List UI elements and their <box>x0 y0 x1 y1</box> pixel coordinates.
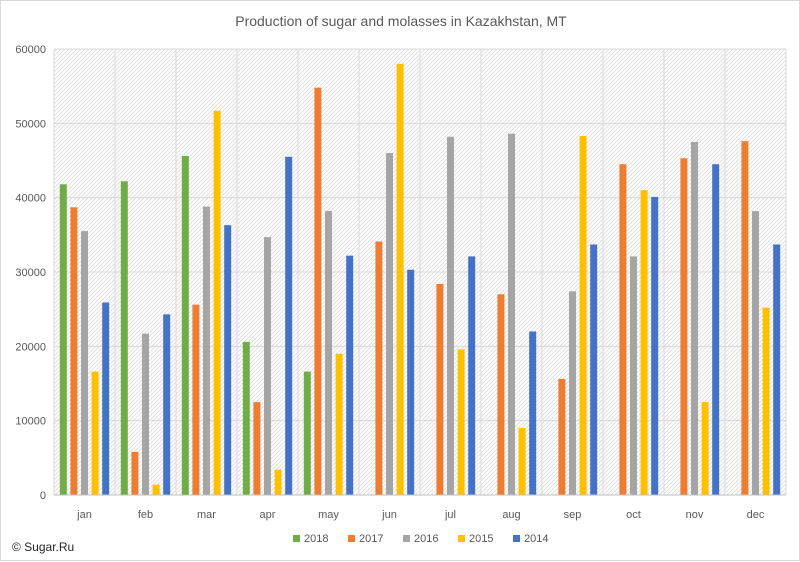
bar-2015-nov <box>701 402 709 495</box>
bar-2017-oct <box>619 164 627 495</box>
bar-2016-jul <box>447 136 454 496</box>
y-tick-label: 40000 <box>15 193 46 205</box>
x-tick-label: jul <box>444 509 456 521</box>
bar-2017-dec <box>741 141 749 495</box>
bar-2016-oct <box>630 256 637 495</box>
y-axis: 0 10000 20000 30000 40000 50000 60000 <box>15 44 46 502</box>
bar-2018-may <box>303 371 311 495</box>
bar-2015-oct <box>640 190 648 495</box>
bar-2015-dec <box>762 307 770 495</box>
bar-2016-apr <box>264 237 271 495</box>
bar-2017-jan <box>70 207 78 495</box>
bar-2015-may <box>335 353 343 495</box>
x-tick-label: jun <box>381 509 397 521</box>
x-tick-label: feb <box>138 509 153 521</box>
chart-title: Production of sugar and molasses in Kaza… <box>235 13 567 29</box>
legend-label-2016: 2016 <box>414 533 438 545</box>
bar-2015-mar <box>213 110 221 496</box>
bar-2014-oct <box>651 196 659 495</box>
y-tick-label: 60000 <box>15 44 46 56</box>
bar-2014-feb <box>163 314 171 495</box>
x-axis: jan feb mar apr may jun jul aug sep oct nov dec <box>54 494 786 521</box>
bar-2015-sep <box>579 135 587 495</box>
bar-2017-nov <box>680 158 688 495</box>
bar-2015-jun <box>396 63 404 495</box>
legend-swatch-2018 <box>293 535 300 542</box>
bar-2016-dec <box>752 211 759 495</box>
legend-swatch-2015 <box>458 535 465 542</box>
legend: 2018 2017 2016 2015 2014 <box>293 533 548 545</box>
bar-2018-apr <box>242 341 250 495</box>
bar-2015-apr <box>274 469 282 495</box>
x-tick-label: sep <box>564 509 582 521</box>
x-tick-label: nov <box>686 509 704 521</box>
bar-2017-aug <box>497 294 505 495</box>
bar-2015-jul <box>457 349 465 495</box>
bar-2014-jun <box>407 269 415 495</box>
legend-label-2015: 2015 <box>469 533 493 545</box>
x-tick-label: dec <box>747 509 765 521</box>
bar-2014-apr <box>285 156 293 496</box>
x-tick-label: aug <box>502 509 520 521</box>
y-tick-label: 0 <box>40 490 46 502</box>
bar-2016-nov <box>691 141 698 495</box>
bar-2016-may <box>325 211 332 495</box>
bar-2015-feb <box>152 484 160 495</box>
y-tick-label: 10000 <box>15 416 46 428</box>
bar-2017-sep <box>558 379 566 495</box>
bar-2014-nov <box>712 164 720 495</box>
credit-text: © Sugar.Ru <box>12 540 74 554</box>
bar-2015-jan <box>91 371 99 495</box>
bar-2014-jul <box>468 256 476 495</box>
x-tick-label: may <box>318 509 339 521</box>
bar-2018-mar <box>181 156 189 496</box>
bar-2016-sep <box>569 291 576 495</box>
bar-2014-mar <box>224 225 232 496</box>
y-tick-label: 50000 <box>15 118 46 130</box>
legend-label-2014: 2014 <box>524 533 548 545</box>
bar-2018-jan <box>59 184 67 495</box>
bar-2016-feb <box>142 333 149 495</box>
bar-2014-dec <box>773 244 781 495</box>
bar-2017-jun <box>375 241 383 495</box>
legend-swatch-2014 <box>513 535 520 542</box>
bar-2017-mar <box>192 304 200 495</box>
bar-2016-aug <box>508 133 515 496</box>
bar-2017-jul <box>436 283 444 495</box>
gridlines <box>53 48 787 496</box>
y-tick-label: 20000 <box>15 341 46 353</box>
bar-2016-jan <box>81 231 88 495</box>
bar-2014-sep <box>590 244 598 495</box>
x-tick-label: oct <box>626 509 641 521</box>
bar-2018-feb <box>120 181 128 495</box>
legend-swatch-2016 <box>403 535 410 542</box>
bar-2016-mar <box>203 206 210 495</box>
bar-2014-jan <box>102 302 110 495</box>
bars <box>59 63 781 496</box>
bar-2017-apr <box>253 402 261 495</box>
bar-2014-may <box>346 255 354 495</box>
bar-2015-aug <box>518 428 526 495</box>
x-tick-label: mar <box>197 509 216 521</box>
legend-label-2017: 2017 <box>359 533 383 545</box>
y-tick-label: 30000 <box>15 267 46 279</box>
legend-label-2018: 2018 <box>304 533 328 545</box>
bar-2014-aug <box>529 331 537 495</box>
bar-2017-may <box>314 87 322 496</box>
legend-swatch-2017 <box>348 535 355 542</box>
bar-2016-jun <box>386 153 393 496</box>
x-tick-label: jan <box>76 509 92 521</box>
x-tick-label: apr <box>260 509 276 521</box>
bar-2017-feb <box>131 451 139 495</box>
